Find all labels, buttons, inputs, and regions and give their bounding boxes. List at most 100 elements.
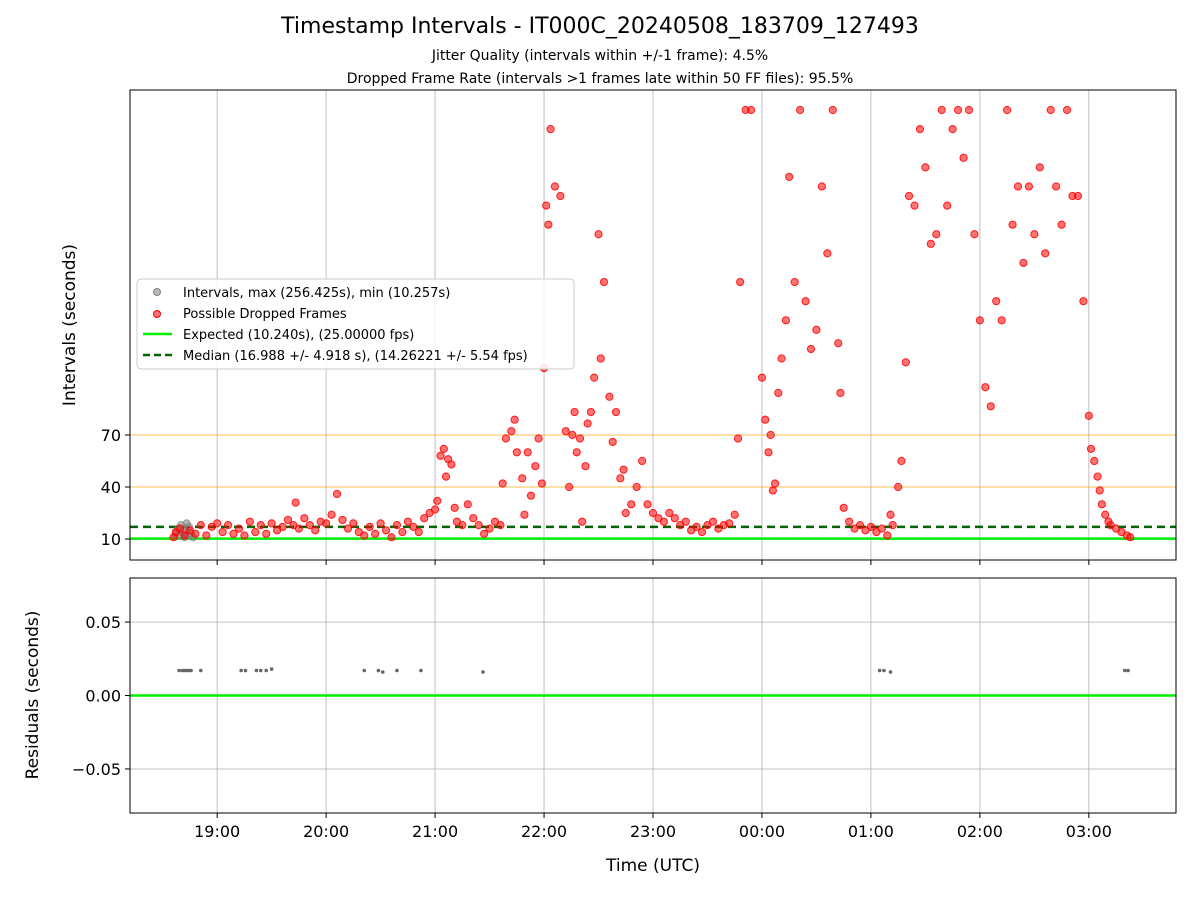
x-tick-label: 20:00 xyxy=(303,822,349,841)
dropped-frame-point xyxy=(327,510,336,519)
dropped-frame-point xyxy=(670,514,679,523)
dropped-frame-point xyxy=(681,517,690,526)
dropped-frame-point xyxy=(570,407,579,417)
dropped-frame-point xyxy=(781,316,791,325)
legend-intervals-marker xyxy=(153,288,161,296)
dropped-frame-point xyxy=(251,527,260,537)
dropped-frame-point xyxy=(1097,500,1107,509)
dropped-frame-point xyxy=(746,105,756,115)
dropped-frame-point xyxy=(828,105,837,115)
dropped-frame-point xyxy=(866,522,876,531)
dropped-frame-point xyxy=(611,407,621,417)
residual-point xyxy=(380,670,385,674)
dropped-frame-point xyxy=(621,508,630,518)
dropped-frame-point xyxy=(730,510,739,519)
dropped-frame-point xyxy=(526,491,536,500)
dropped-frame-point xyxy=(523,448,532,457)
dropped-frame-point xyxy=(997,316,1006,325)
dropped-frame-point xyxy=(586,407,595,417)
dropped-frame-point xyxy=(575,434,585,443)
dropped-frame-point xyxy=(812,325,821,334)
dropped-frame-point xyxy=(883,531,892,540)
dropped-frame-point xyxy=(768,486,777,495)
dropped-frame-point xyxy=(733,434,743,443)
dropped-frame-point xyxy=(904,191,914,201)
top-y-tick-label: 70 xyxy=(101,426,121,445)
dropped-frame-point xyxy=(507,427,516,436)
x-tick-label: 00:00 xyxy=(739,822,785,841)
dropped-frame-point xyxy=(433,496,442,505)
dropped-frame-point xyxy=(262,529,271,538)
dropped-frame-point xyxy=(349,519,358,528)
dropped-frame-point xyxy=(886,510,895,519)
bottom-panel-y-ticks: −0.05 0.00 0.05 xyxy=(72,613,130,779)
dropped-frame-point xyxy=(970,230,979,239)
dropped-frame-point xyxy=(283,515,293,525)
dropped-frame-point xyxy=(926,239,935,248)
dropped-frame-point xyxy=(659,517,668,526)
dropped-frame-point xyxy=(360,531,369,540)
dropped-frame-point xyxy=(1086,444,1096,453)
dropped-frame-point xyxy=(697,527,707,537)
dropped-frame-point xyxy=(240,531,249,540)
dropped-frame-point xyxy=(381,526,391,535)
dropped-frame-point xyxy=(256,521,265,530)
x-axis-ticks: 19:00 20:00 21:00 22:00 23:00 00:00 01:00 02:00… xyxy=(194,560,1112,841)
dropped-frame-point xyxy=(590,373,599,382)
residual-point xyxy=(254,668,259,673)
dropped-frame-point xyxy=(365,522,374,531)
dropped-frame-point xyxy=(785,172,794,182)
dropped-frame-point xyxy=(474,521,483,530)
dropped-frame-point xyxy=(777,354,786,363)
residual-point xyxy=(239,668,243,673)
dropped-frame-point xyxy=(542,201,551,210)
dropped-frame-point xyxy=(1030,230,1039,239)
dropped-frame-point xyxy=(512,448,521,457)
legend-intervals-label: Intervals, max (256.425s), min (10.257s) xyxy=(183,286,450,301)
dropped-frame-point xyxy=(1084,411,1093,420)
dropped-frame-point xyxy=(300,514,309,523)
top-y-axis-label: Intervals (seconds) xyxy=(60,244,80,406)
dropped-frame-point xyxy=(518,474,527,483)
residual-point xyxy=(258,668,263,673)
dropped-frame-point xyxy=(801,297,810,306)
x-tick-label: 22:00 xyxy=(521,822,567,841)
dropped-frame-point xyxy=(392,521,402,530)
dropped-frame-point xyxy=(888,521,897,530)
dropped-frame-point xyxy=(964,105,974,115)
dropped-frame-point xyxy=(561,427,570,436)
dropped-frame-point xyxy=(1057,220,1066,229)
dropped-frame-point xyxy=(599,277,609,287)
dropped-frame-point xyxy=(736,277,745,287)
dropped-frame-point xyxy=(823,249,832,258)
residual-point xyxy=(362,668,367,673)
residual-point xyxy=(877,668,882,673)
dropped-frame-point xyxy=(616,474,625,483)
dropped-frame-point xyxy=(278,522,287,531)
dropped-frame-point xyxy=(632,482,641,492)
dropped-frame-rate-subtitle: Dropped Frame Rate (intervals >1 frames … xyxy=(346,71,854,87)
legend-expected-label: Expected (10.240s), (25.00000 fps) xyxy=(183,328,414,343)
dropped-frame-point xyxy=(572,448,581,457)
dropped-frame-point xyxy=(229,529,238,538)
dropped-frame-point xyxy=(371,529,380,538)
dropped-frame-point xyxy=(196,521,205,530)
dropped-frame-point xyxy=(581,462,590,471)
dropped-frame-point xyxy=(338,515,347,525)
dropped-frame-point xyxy=(1052,182,1061,191)
dropped-frame-point xyxy=(544,220,553,229)
dropped-frame-point xyxy=(774,388,783,398)
dropped-frame-point xyxy=(594,230,603,239)
dropped-frame-point xyxy=(766,430,775,440)
dropped-frame-point xyxy=(1013,182,1023,191)
x-tick-label: 19:00 xyxy=(194,822,240,841)
dropped-frame-point xyxy=(1095,486,1104,495)
residual-point xyxy=(1122,668,1127,673)
top-panel-points xyxy=(169,105,1135,542)
residual-point xyxy=(882,668,886,673)
dropped-frame-point xyxy=(596,354,605,363)
dropped-frame-point xyxy=(458,521,467,530)
bottom-y-tick-label: −0.05 xyxy=(72,760,121,779)
dropped-frame-point xyxy=(191,529,200,538)
